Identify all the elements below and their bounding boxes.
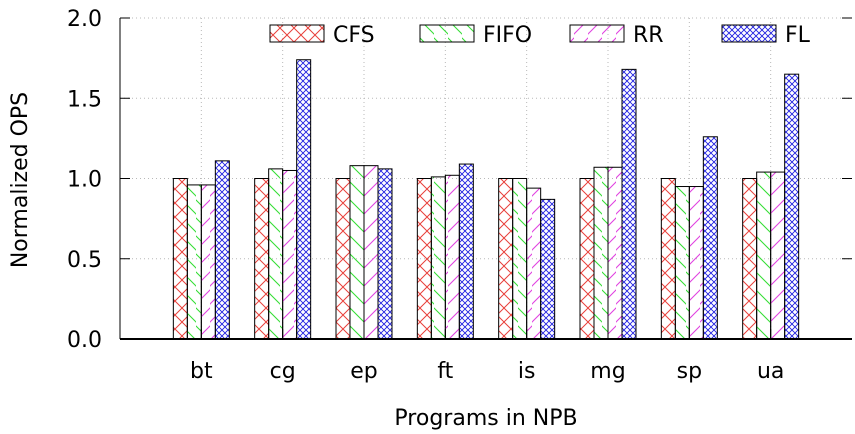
x-axis-title: Programs in NPB: [394, 406, 577, 431]
x-tick-label-cg: cg: [270, 359, 296, 384]
bar-cfs-ep: [335, 178, 351, 340]
legend-item-fl: FL: [721, 23, 811, 48]
bar-fl-ep: [377, 168, 393, 340]
legend-item-cfs: CFS: [269, 23, 375, 48]
bar-fl-ft: [458, 163, 474, 340]
bar-cfs-ft: [416, 178, 432, 340]
legend-label: FIFO: [483, 23, 532, 48]
y-tick-label: 0.0: [67, 328, 102, 353]
bars-layer: [172, 59, 800, 340]
bar-rr-ua: [770, 171, 786, 340]
bar-fl-is: [540, 198, 556, 340]
bar-cfs-bt: [172, 178, 188, 340]
x-tick-label-sp: sp: [677, 359, 702, 384]
bar-fl-sp: [702, 136, 718, 340]
x-tick-label-bt: bt: [190, 359, 213, 384]
legend-swatch: [419, 24, 475, 43]
y-tick-label: 0.5: [67, 248, 102, 273]
bar-cfs-ua: [742, 178, 758, 340]
bar-fl-bt: [214, 160, 230, 340]
bar-rr-cg: [282, 169, 298, 340]
x-tick-label-is: is: [518, 359, 536, 384]
bar-fifo-mg: [593, 166, 609, 340]
bar-fifo-ep: [349, 165, 365, 340]
bar-cfs-sp: [660, 178, 676, 340]
y-tick-label: 1.5: [67, 87, 102, 112]
bar-rr-sp: [688, 186, 704, 340]
bar-rr-is: [526, 187, 542, 340]
legend-item-fifo: FIFO: [419, 23, 532, 48]
bar-fl-ua: [784, 73, 800, 340]
legend-swatch: [269, 24, 325, 43]
y-tick-label: 1.0: [67, 168, 102, 193]
bar-cfs-mg: [579, 178, 595, 340]
legend-label: RR: [633, 23, 664, 48]
legend-swatch: [721, 24, 777, 43]
bar-fl-cg: [296, 59, 312, 340]
x-tick-label-ft: ft: [437, 359, 453, 384]
y-axis-title: Normalized OPS: [8, 92, 33, 268]
x-tick-label-ua: ua: [757, 359, 784, 384]
bar-cfs-cg: [254, 178, 270, 340]
legend-swatch: [569, 24, 625, 43]
bar-fifo-bt: [186, 184, 202, 340]
bar-fifo-ft: [430, 176, 446, 340]
bar-fifo-ua: [756, 171, 772, 340]
legend-label: CFS: [333, 23, 375, 48]
bar-rr-ft: [444, 174, 460, 340]
bar-rr-ep: [363, 165, 379, 340]
bar-rr-bt: [200, 184, 216, 340]
bar-fl-mg: [621, 68, 637, 340]
bar-fifo-sp: [674, 186, 690, 340]
bar-cfs-is: [498, 178, 514, 340]
legend-item-rr: RR: [569, 23, 664, 48]
x-tick-label-ep: ep: [350, 359, 378, 384]
y-tick-label: 2.0: [67, 7, 102, 32]
legend: CFS FIFO RR FL: [269, 23, 811, 48]
axes-layer: 0.0 0.5 1.0 1.5 2.0 bt cg ep ft is mg sp ua: [67, 7, 852, 384]
bar-fifo-is: [512, 178, 528, 340]
bar-fifo-cg: [268, 168, 284, 340]
x-tick-label-mg: mg: [590, 359, 625, 384]
legend-label: FL: [785, 23, 811, 48]
bar-rr-mg: [607, 166, 623, 340]
